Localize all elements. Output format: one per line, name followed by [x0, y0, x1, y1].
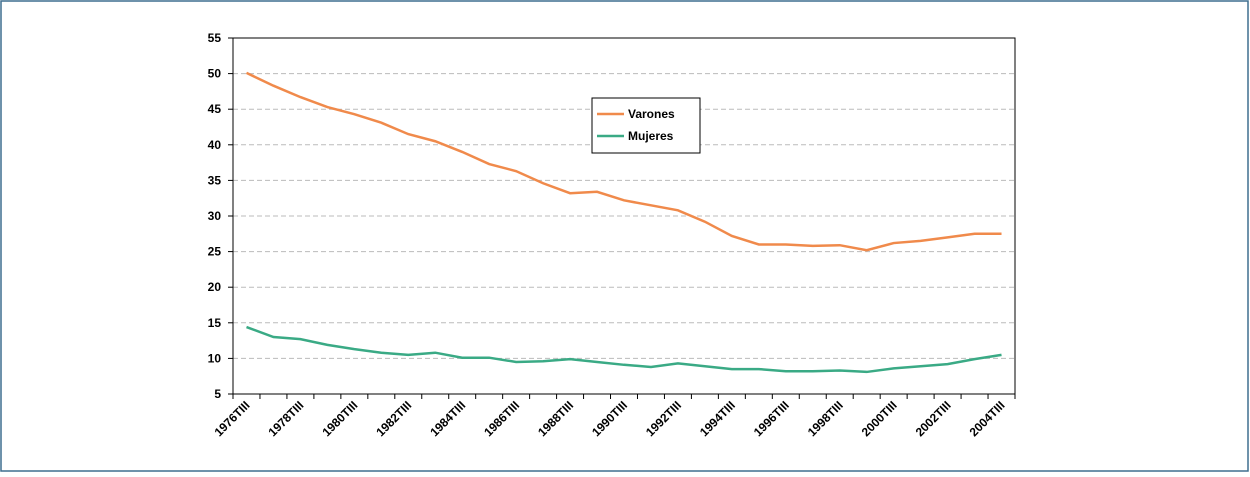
x-tick-label: 1984TIII [427, 398, 468, 439]
x-tick-label: 1994TIII [697, 398, 738, 439]
y-tick-label: 20 [208, 280, 222, 294]
x-tick-label: 2004TIII [967, 398, 1008, 439]
x-tick-label: 1982TIII [373, 398, 414, 439]
legend-box [591, 97, 701, 154]
y-tick-label: 15 [208, 316, 222, 330]
x-tick-label: 1992TIII [643, 398, 684, 439]
y-tick-label: 10 [208, 351, 222, 365]
legend-label: Varones [628, 107, 675, 121]
x-tick-label: 2000TIII [859, 398, 900, 439]
y-tick-label: 50 [208, 67, 222, 81]
legend-label: Mujeres [628, 129, 674, 143]
y-tick-label: 30 [208, 209, 222, 223]
y-tick-label: 45 [208, 102, 222, 116]
plot-area [232, 37, 1016, 395]
x-tick-label: 1988TIII [535, 398, 576, 439]
y-tick-label: 5 [214, 387, 221, 401]
y-tick-label: 35 [208, 173, 222, 187]
y-tick-label: 25 [208, 245, 222, 259]
series-line [246, 325, 1002, 374]
x-tick-label: 1980TIII [319, 398, 360, 439]
x-tick-label: 1986TIII [481, 398, 522, 439]
x-tick-label: 2002TIII [913, 398, 954, 439]
x-tick-label: 1996TIII [751, 398, 792, 439]
series-line [245, 71, 1002, 252]
x-tick-label: 1976TIII [212, 398, 253, 439]
y-tick-label: 55 [208, 31, 222, 45]
y-tick-label: 40 [208, 138, 222, 152]
x-tick-label: 1978TIII [266, 398, 307, 439]
x-tick-label: 1990TIII [589, 398, 630, 439]
x-tick-label: 1998TIII [805, 398, 846, 439]
